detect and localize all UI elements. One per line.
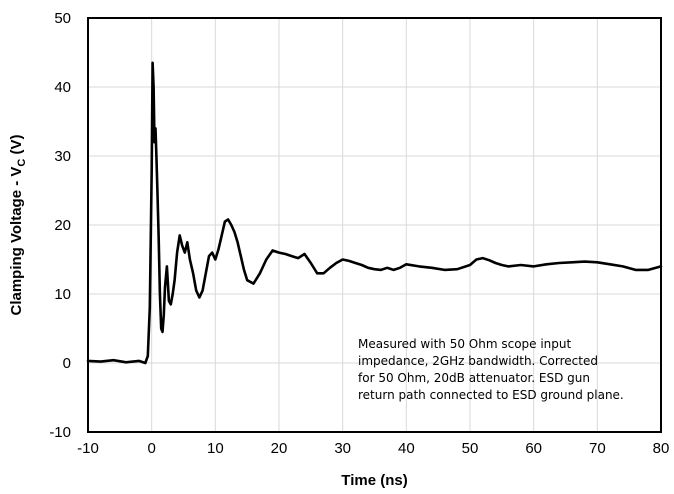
y-axis-title-subscript: C: [16, 159, 28, 167]
y-tick-label: 10: [54, 286, 71, 303]
x-tick-label: 50: [462, 440, 479, 457]
x-tick-label: 60: [525, 440, 542, 457]
series-group: [86, 61, 663, 365]
series-line: [86, 61, 663, 365]
y-axis-title-unit: (V): [8, 134, 25, 158]
annotation-note: Measured with 50 Ohm scope input impedanc…: [358, 337, 624, 402]
x-tick-label: 10: [207, 440, 224, 457]
annotation-line: return path connected to ESD ground plan…: [358, 388, 624, 402]
x-tick-label: 30: [334, 440, 351, 457]
x-axis-title: Time (ns): [341, 472, 407, 489]
y-axis-title-main: Clamping Voltage - V: [8, 167, 25, 316]
y-tick-label: 20: [54, 217, 71, 234]
x-tick-label: 20: [271, 440, 288, 457]
annotation-line: Measured with 50 Ohm scope input: [358, 337, 572, 351]
y-tick-label: 40: [54, 79, 71, 96]
annotation-line: for 50 Ohm, 20dB attenuator. ESD gun: [358, 371, 590, 385]
y-tick-label: 30: [54, 148, 71, 165]
grid-lines: [88, 18, 661, 432]
y-axis-title: Clamping Voltage - VC (V): [8, 134, 28, 315]
x-tick-label: -10: [77, 440, 99, 457]
plot-frame: [87, 17, 662, 433]
y-tick-label: 50: [54, 10, 71, 27]
x-tick-label: 70: [589, 440, 606, 457]
x-tick-label: 0: [147, 440, 155, 457]
x-tick-labels: -10 0 10 20 30 40 50 60 70 80: [77, 440, 669, 457]
x-tick-label: 80: [653, 440, 670, 457]
y-tick-labels: -10 0 10 20 30 40 50: [49, 10, 71, 441]
y-tick-label: -10: [49, 424, 71, 441]
annotation-line: impedance, 2GHz bandwidth. Corrected: [358, 354, 598, 368]
y-tick-label: 0: [63, 355, 71, 372]
x-tick-label: 40: [398, 440, 415, 457]
